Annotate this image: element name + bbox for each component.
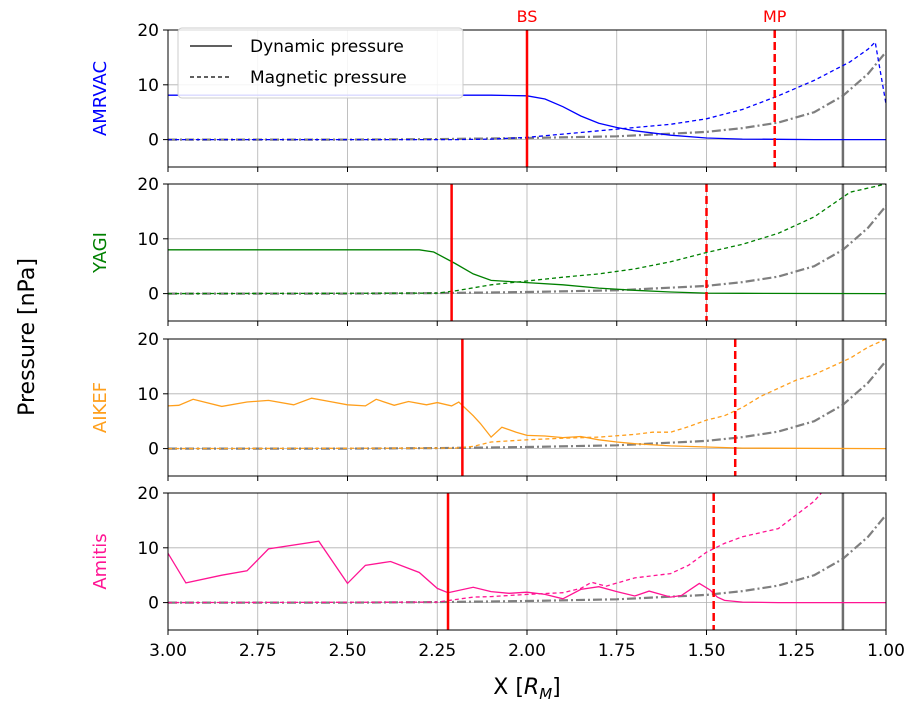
x-axis-label-subscript: M — [539, 685, 552, 703]
magnetic-pressure-line — [168, 339, 886, 450]
y-tick-label: 20 — [137, 21, 159, 41]
dynamic-pressure-line — [168, 397, 886, 450]
dynamic-pressure-line — [168, 540, 886, 604]
panels: 0 10 20 AMRVAC 0 10 20 YAGI 0 10 20 AIKEF 0 10 20 3.00 2… — [90, 21, 905, 661]
mp-label: MP — [763, 7, 787, 26]
bs-label: BS — [517, 7, 538, 26]
x-tick-label: 1.50 — [688, 641, 726, 661]
y-axis-label: Pressure [nPa] — [15, 258, 40, 416]
panel-aikef: 0 10 20 AIKEF — [90, 330, 887, 481]
x-tick-label: 1.75 — [598, 641, 636, 661]
x-tick-label: 2.50 — [329, 641, 367, 661]
plot-area-aikef — [168, 339, 886, 476]
plot-area-amrvac — [168, 30, 886, 167]
plot-area-yagi — [168, 184, 886, 321]
legend-solid-label: Dynamic pressure — [250, 37, 404, 57]
y-tick-label: 10 — [137, 539, 159, 559]
x-axis-label-variable: R — [524, 675, 539, 700]
x-axis-label-prefix: X [ — [493, 675, 524, 700]
panel-label-amitis: Amitis — [90, 533, 111, 589]
dynamic-pressure-line — [168, 94, 886, 141]
x-axis-label: X [RM] — [493, 675, 561, 703]
y-tick-label: 20 — [137, 330, 159, 350]
magnetic-pressure-line — [168, 40, 886, 141]
y-tick-label: 20 — [137, 175, 159, 195]
y-tick-label: 0 — [148, 440, 159, 460]
legend-dashed-label: Magnetic pressure — [250, 68, 407, 88]
panel-yagi: 0 10 20 YAGI — [90, 175, 887, 326]
panel-label-amrvac: AMRVAC — [90, 61, 111, 136]
panel-label-yagi: YAGI — [90, 232, 111, 274]
y-tick-label: 10 — [137, 230, 159, 250]
legend-box — [177, 27, 464, 99]
y-tick-label: 0 — [148, 594, 159, 614]
panel-amitis: 0 10 20 3.00 2.75 2.50 2.25 2.00 1.75 1.50 1.25 1.0… — [90, 484, 905, 661]
x-tick-label: 2.25 — [418, 641, 456, 661]
y-tick-label: 10 — [137, 385, 159, 405]
plot-area-amitis — [168, 493, 886, 630]
x-tick-label: 1.00 — [867, 641, 905, 661]
x-axis-label-suffix: ] — [552, 675, 561, 700]
x-tick-label: 2.00 — [508, 641, 546, 661]
y-tick-label: 20 — [137, 484, 159, 504]
magnetic-pressure-line — [168, 493, 822, 604]
y-tick-label: 0 — [148, 285, 159, 305]
dynamic-pressure-line — [168, 249, 886, 295]
legend: Dynamic pressure Magnetic pressure — [177, 27, 464, 99]
x-tick-label: 3.00 — [149, 641, 187, 661]
y-tick-label: 0 — [148, 131, 159, 151]
y-tick-label: 10 — [137, 76, 159, 96]
x-tick-label: 2.75 — [239, 641, 277, 661]
panel-label-aikef: AIKEF — [90, 382, 111, 433]
x-tick-label: 1.25 — [777, 641, 815, 661]
